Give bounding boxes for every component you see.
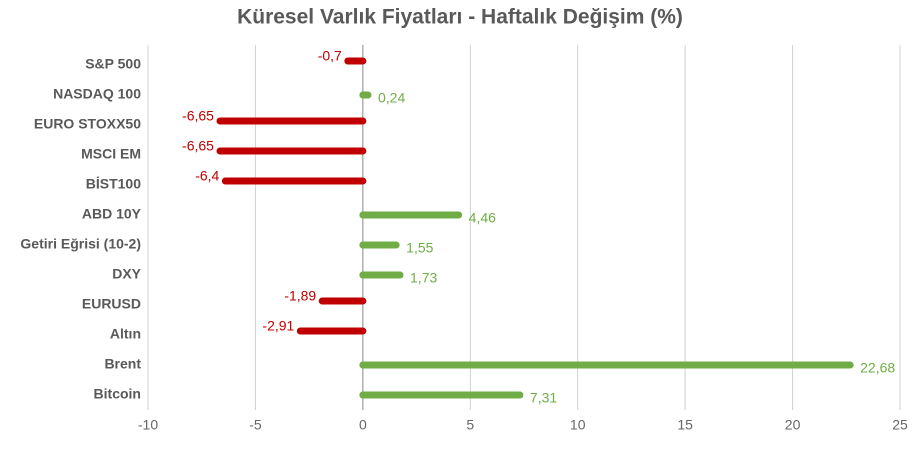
value-label: 4,46 [469,210,496,226]
category-label: NASDAQ 100 [53,86,141,102]
category-label: Bitcoin [94,386,141,402]
value-label: -6,65 [182,138,214,154]
value-label: -6,4 [195,168,219,184]
category-label: EURO STOXX50 [34,116,141,132]
category-label: BİST100 [86,176,141,192]
x-tick-label: 25 [892,417,908,433]
value-label: 1,55 [406,240,433,256]
category-label: S&P 500 [85,56,141,72]
category-label: ABD 10Y [82,206,142,222]
value-label: 22,68 [860,360,895,376]
category-label: DXY [112,266,141,282]
value-label: -1,89 [284,288,316,304]
category-label: Getiri Eğrisi (10-2) [20,236,141,252]
value-label: -0,7 [318,48,342,64]
value-label: -6,65 [182,108,214,124]
category-label: EURUSD [82,296,141,312]
category-label: Altın [110,326,141,342]
x-tick-label: -5 [249,417,262,433]
value-label: 0,24 [378,90,405,106]
x-tick-label: 5 [466,417,474,433]
category-label: MSCI EM [81,146,141,162]
x-tick-label: 10 [570,417,586,433]
chart-title: Küresel Varlık Fiyatları - Haftalık Deği… [237,6,683,29]
x-tick-label: 20 [785,417,801,433]
value-label: -2,91 [262,318,294,334]
value-label: 1,73 [410,270,437,286]
x-tick-label: 15 [677,417,693,433]
category-label: Brent [104,356,141,372]
x-tick-label: -10 [138,417,158,433]
value-label: 7,31 [530,390,557,406]
x-tick-label: 0 [359,417,367,433]
